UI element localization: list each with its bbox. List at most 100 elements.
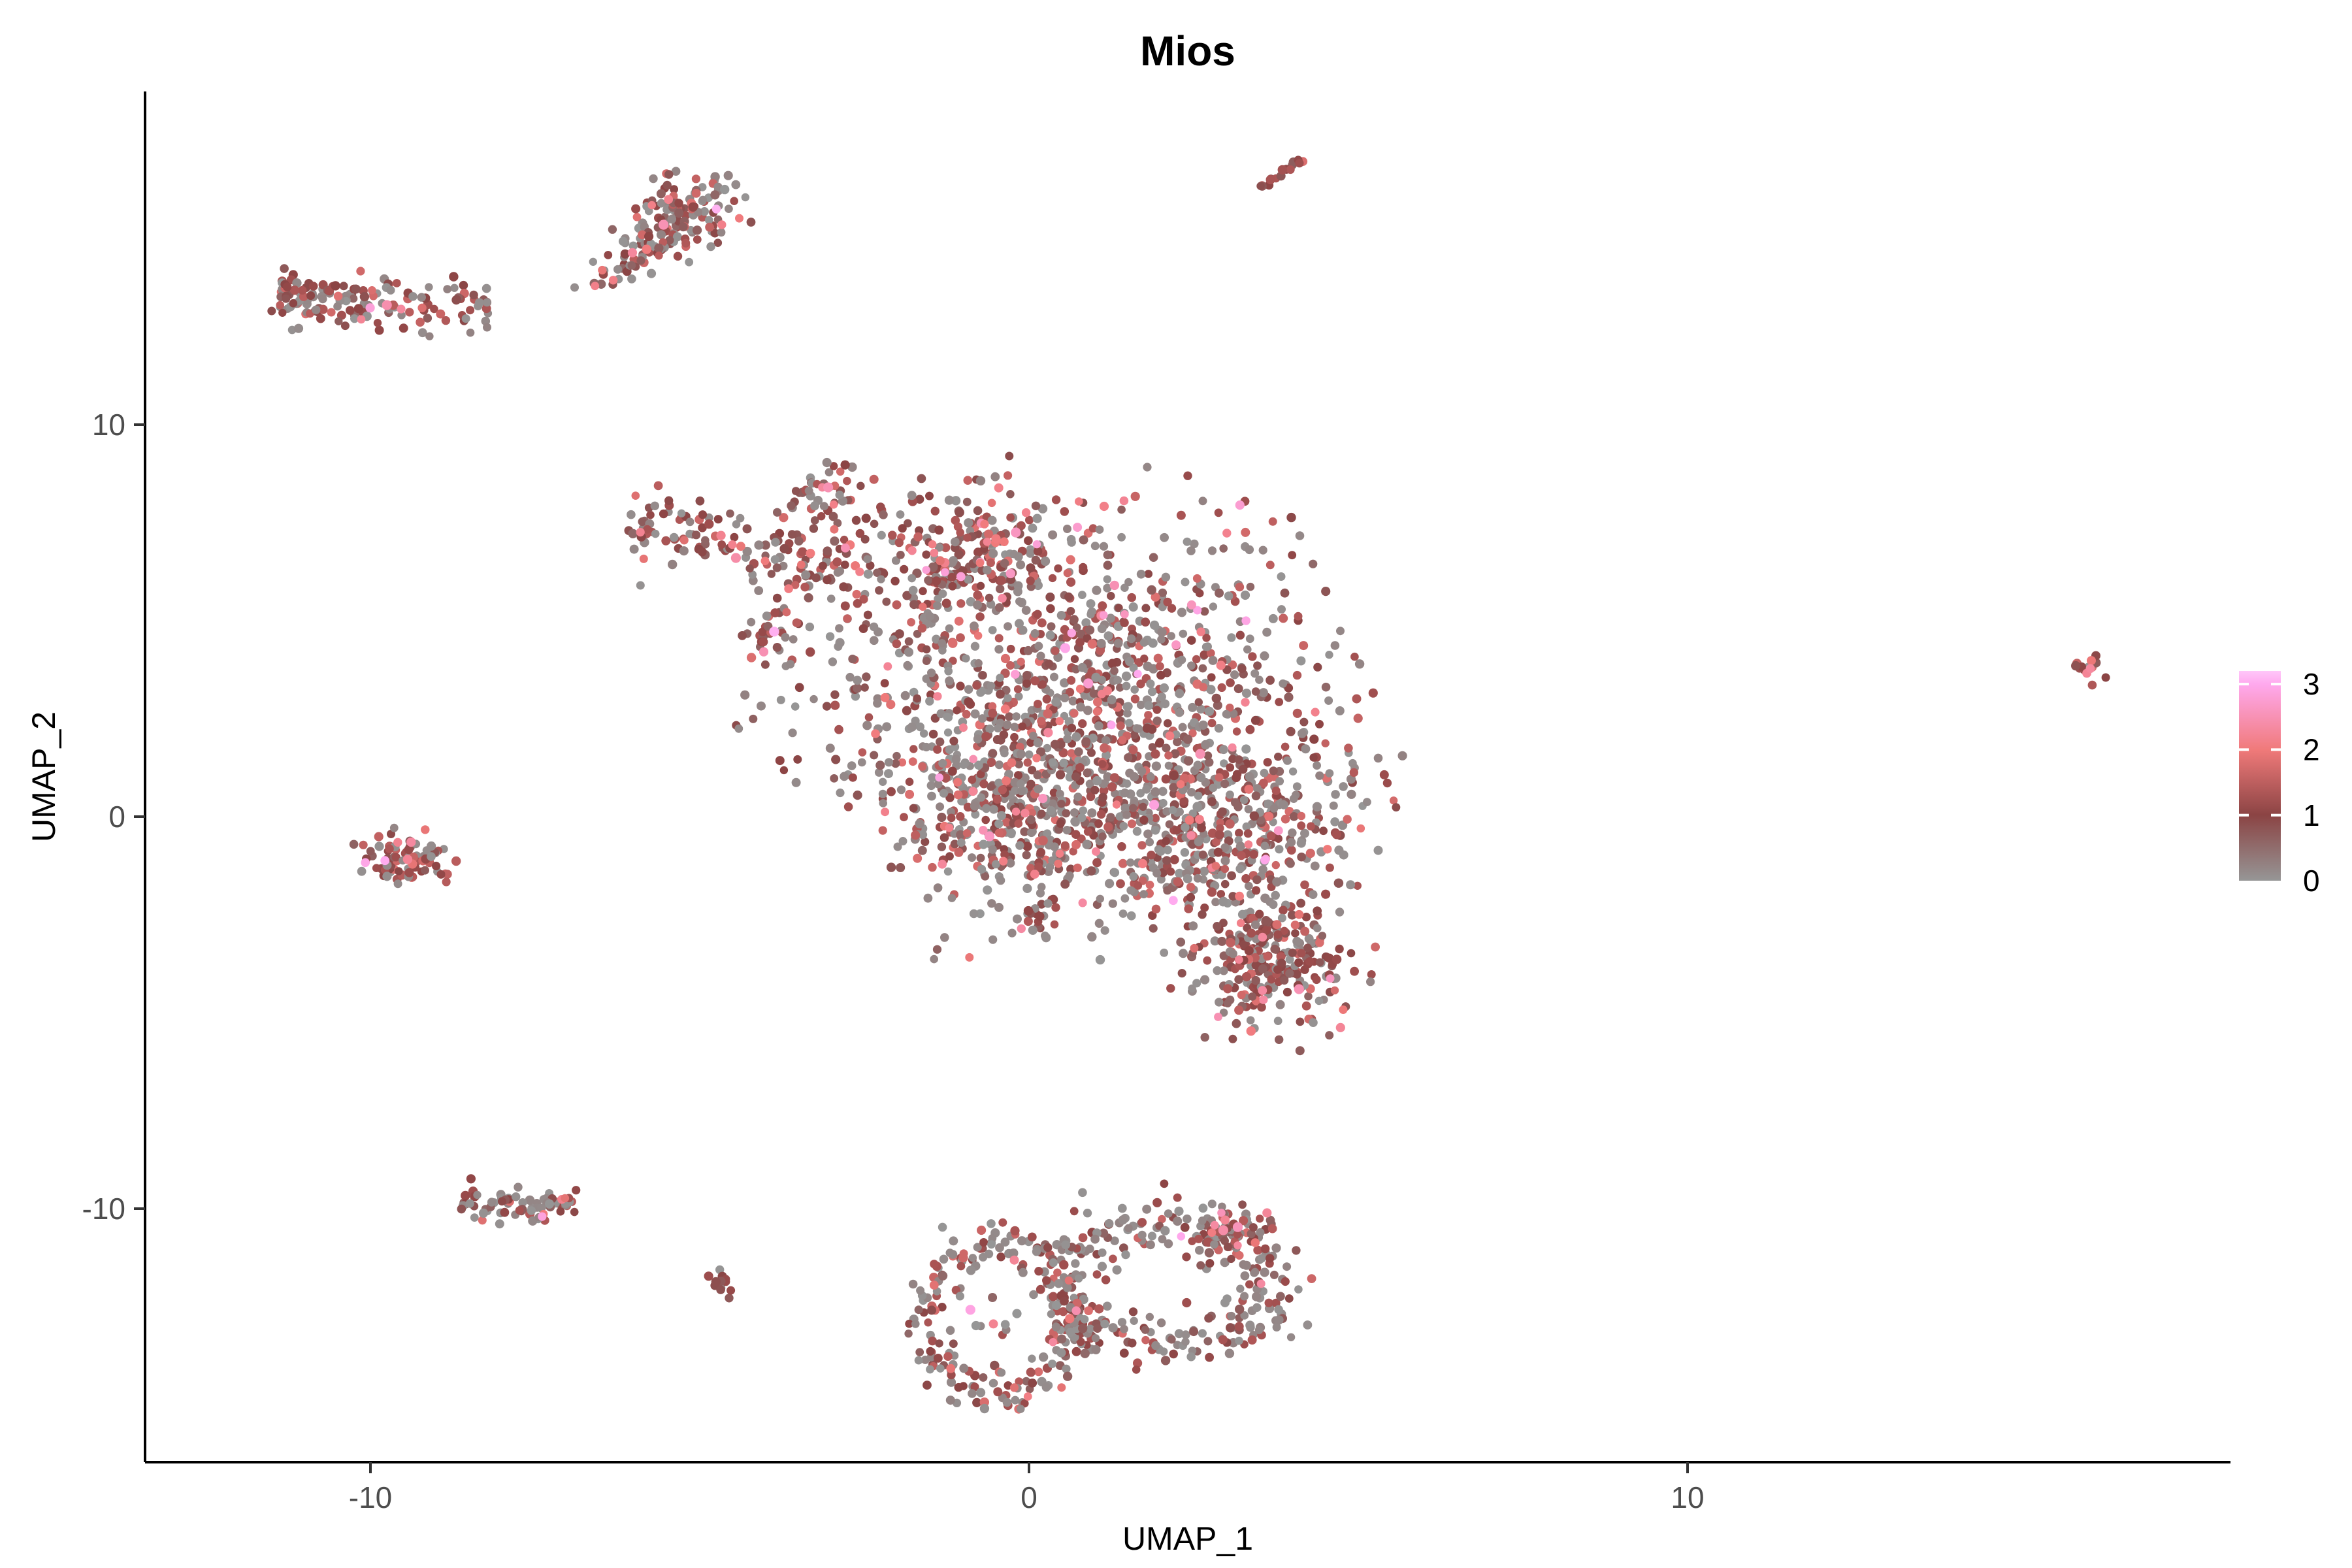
umap-point xyxy=(1256,1215,1264,1223)
umap-point xyxy=(1164,751,1173,760)
umap-point xyxy=(927,1305,936,1315)
umap-point xyxy=(316,314,325,323)
umap-point xyxy=(1264,1298,1273,1307)
umap-point xyxy=(923,1380,932,1390)
umap-point xyxy=(918,762,927,771)
umap-point xyxy=(393,838,402,847)
umap-point xyxy=(1121,671,1132,681)
umap-point xyxy=(1170,749,1180,759)
umap-point xyxy=(968,853,977,862)
umap-point xyxy=(1171,640,1181,650)
x-tick-label: -10 xyxy=(349,1480,392,1514)
umap-point xyxy=(1186,883,1196,892)
umap-point xyxy=(1305,957,1315,966)
umap-point xyxy=(941,543,951,553)
umap-point xyxy=(497,1197,506,1206)
umap-point xyxy=(925,612,935,621)
umap-point xyxy=(1232,727,1241,736)
umap-point xyxy=(841,543,850,553)
umap-point xyxy=(1180,1222,1190,1232)
umap-point xyxy=(1182,1252,1191,1262)
umap-point xyxy=(861,514,871,523)
umap-point xyxy=(947,1370,956,1380)
umap-point xyxy=(1277,913,1286,923)
umap-point xyxy=(794,536,804,546)
umap-point xyxy=(681,238,691,248)
umap-point xyxy=(1040,556,1051,566)
umap-point xyxy=(1119,1243,1128,1252)
umap-point xyxy=(1017,521,1026,531)
umap-point xyxy=(767,570,776,578)
umap-point xyxy=(1224,591,1233,600)
umap-point xyxy=(1289,794,1298,803)
umap-point xyxy=(1097,689,1106,698)
umap-point xyxy=(1250,1267,1260,1277)
umap-point xyxy=(870,519,879,529)
umap-point xyxy=(1078,591,1086,599)
umap-point xyxy=(1048,758,1057,767)
umap-point xyxy=(759,647,769,657)
umap-point xyxy=(1188,921,1198,931)
umap-point xyxy=(1139,802,1147,811)
umap-point xyxy=(1041,933,1051,943)
umap-point xyxy=(1161,774,1171,784)
umap-point xyxy=(1196,704,1205,714)
umap-point xyxy=(443,870,452,879)
umap-point xyxy=(858,748,867,757)
umap-point xyxy=(1074,747,1083,757)
umap-point xyxy=(1145,838,1154,847)
umap-point xyxy=(1020,827,1029,836)
umap-point xyxy=(936,556,945,566)
umap-point xyxy=(828,657,838,666)
umap-point xyxy=(1226,938,1235,948)
umap-point xyxy=(1282,1262,1292,1271)
umap-point xyxy=(1071,840,1081,849)
umap-point xyxy=(973,506,983,515)
umap-point xyxy=(1009,1255,1019,1265)
umap-point xyxy=(636,256,645,265)
umap-point xyxy=(691,174,700,184)
umap-point xyxy=(866,561,875,570)
umap-point xyxy=(651,529,660,538)
umap-point xyxy=(1011,808,1021,816)
umap-point xyxy=(1071,1347,1081,1356)
umap-point xyxy=(1280,926,1289,936)
umap-point xyxy=(907,546,917,555)
umap-point xyxy=(430,304,438,314)
umap-point xyxy=(705,222,714,232)
umap-point xyxy=(1210,1220,1219,1230)
umap-point xyxy=(1195,815,1204,824)
umap-point xyxy=(1016,749,1026,759)
umap-point xyxy=(938,1303,947,1312)
umap-point xyxy=(876,502,885,512)
umap-point xyxy=(748,570,757,579)
umap-point xyxy=(1011,1396,1020,1405)
umap-point xyxy=(1110,666,1119,675)
umap-point xyxy=(1005,568,1016,579)
umap-point xyxy=(1033,770,1042,779)
umap-point xyxy=(1220,1215,1230,1225)
umap-point xyxy=(1313,662,1322,672)
umap-point xyxy=(1158,1215,1166,1224)
umap-point xyxy=(357,315,366,324)
umap-point xyxy=(700,207,710,216)
umap-point xyxy=(1173,737,1182,747)
umap-point xyxy=(1279,800,1288,809)
umap-point xyxy=(1118,858,1128,868)
umap-point xyxy=(1134,670,1142,678)
umap-point xyxy=(1273,965,1282,974)
umap-point xyxy=(1245,1320,1255,1330)
umap-point xyxy=(1212,838,1221,847)
umap-point xyxy=(685,529,694,538)
umap-point xyxy=(919,587,927,596)
umap-point xyxy=(1294,612,1303,621)
umap-point xyxy=(853,683,862,693)
umap-point xyxy=(944,666,953,676)
umap-point xyxy=(863,569,873,579)
umap-point xyxy=(831,755,841,764)
umap-point xyxy=(995,1243,1004,1252)
umap-point xyxy=(1013,914,1022,924)
umap-point xyxy=(1102,751,1111,760)
umap-point xyxy=(720,184,730,195)
umap-point xyxy=(1030,676,1040,686)
